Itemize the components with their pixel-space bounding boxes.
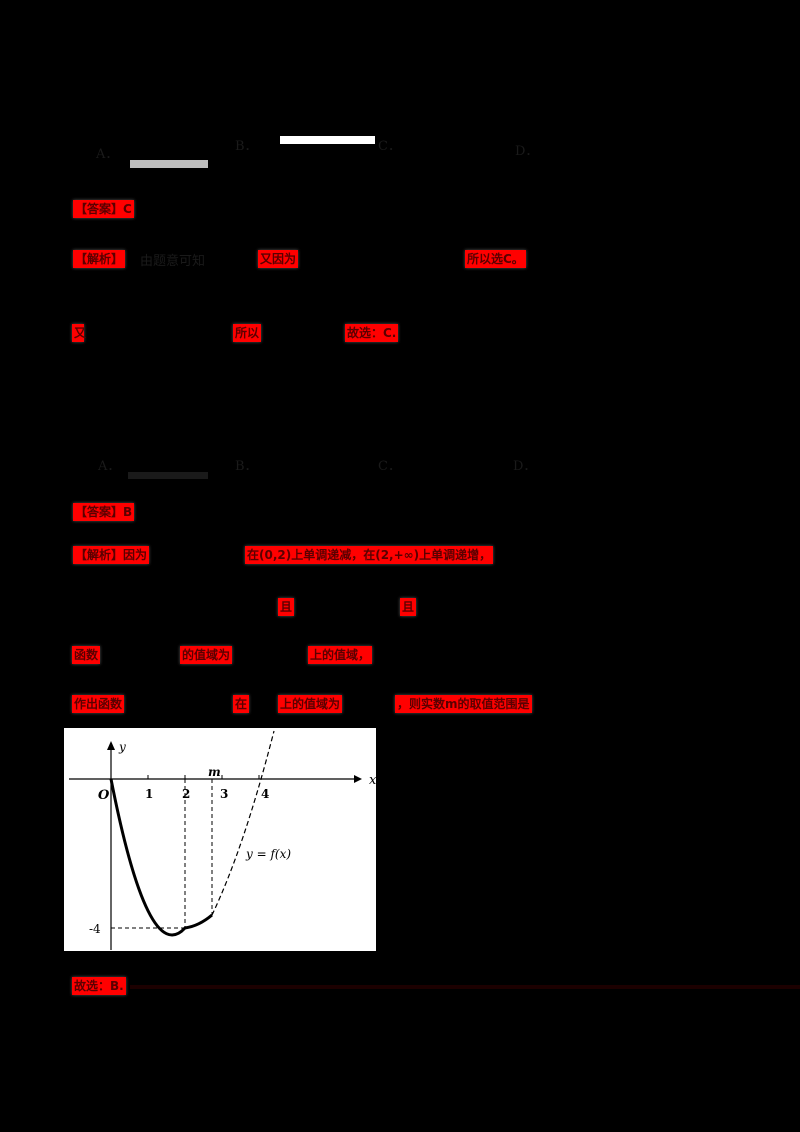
x-label: x xyxy=(369,773,376,788)
line4-mid2: 上的值域为 xyxy=(280,697,341,711)
end: 故选：C. xyxy=(347,326,397,340)
analysis-2-line3-mid: 的值域为 xyxy=(180,646,233,664)
analysis-1-text-3: 所以选C。 xyxy=(465,250,526,268)
line2-b: 且 xyxy=(402,600,415,614)
y-label: y xyxy=(118,740,126,754)
analysis-1-line2-prefix: 又 xyxy=(72,324,87,342)
analysis-2-line3-end: 上的值域， xyxy=(308,646,373,664)
option-a-2-label: A． xyxy=(98,459,121,474)
answer-label-2: 【答案】B xyxy=(73,503,135,521)
analysis-1-formula-a: 由题意可知 xyxy=(140,250,205,269)
option-c: C． xyxy=(378,135,401,154)
line4-end: ，则实数m的取值范围是 xyxy=(397,697,530,711)
analysis-tag-2: 【解析】 xyxy=(75,548,124,562)
curve-label: y = f(x) xyxy=(245,847,291,861)
option-b-2-label: B． xyxy=(235,459,258,474)
line3-prefix: 函数 xyxy=(74,648,99,662)
answer-value-2: B xyxy=(123,505,133,519)
y-tick-neg4: -4 xyxy=(89,922,101,936)
option-a-2: A． xyxy=(98,455,120,474)
final-answer-text: 故选：B. xyxy=(74,979,124,993)
line4-prefix: 作出函数 xyxy=(74,697,123,711)
tick-2: 2 xyxy=(182,787,190,801)
analysis-2-line3-prefix: 函数 xyxy=(72,646,101,664)
tick-3: 3 xyxy=(220,787,228,801)
curve-solid xyxy=(109,778,213,937)
tick-1: 1 xyxy=(145,787,153,801)
analysis-2-line4-prefix: 作出函数 xyxy=(72,695,125,713)
analysis-2-line4-mid2: 上的值域为 xyxy=(278,695,343,713)
m-label: m xyxy=(208,765,221,779)
analysis-1-text: 由题意可知 xyxy=(140,254,206,269)
analysis-2-text-1: 因为 xyxy=(123,548,148,562)
analysis-1-text-2: 又因为 xyxy=(258,250,299,268)
option-d: D． xyxy=(515,140,538,159)
line4-mid1: 在 xyxy=(235,697,248,711)
option-d-2: D． xyxy=(513,455,536,474)
y-axis-arrow-icon xyxy=(107,741,115,750)
option-d-label: D． xyxy=(515,144,539,159)
analysis-label-1: 【解析】 xyxy=(73,250,126,268)
answer-label-1: 【答案】C xyxy=(73,200,134,218)
analysis-2-text-2: 在(0,2)上单调递减，在(2,+∞)上单调递增， xyxy=(245,546,494,564)
function-graph: x y O 1 2 3 4 m -4 y = f(x) xyxy=(64,728,377,951)
option-c-2: C． xyxy=(378,455,401,474)
answer-value: C xyxy=(123,202,132,216)
answer-tag: 【答案】 xyxy=(75,202,124,216)
analysis-2-line2-b: 且 xyxy=(400,598,417,616)
graph-svg: x y O 1 2 3 4 m -4 y = f(x) xyxy=(69,730,377,950)
curve-dashed xyxy=(211,730,275,916)
fraction-bar xyxy=(280,136,375,144)
analysis-1-line2-mid: 所以 xyxy=(233,324,262,342)
analysis-2-text-2-value: 在(0,2)上单调递减，在(2,+∞)上单调递增， xyxy=(247,548,492,562)
analysis-2-line4-end: ，则实数m的取值范围是 xyxy=(395,695,532,713)
analysis-1-text-2-value: 又因为 xyxy=(260,252,297,266)
option-b: B． xyxy=(235,135,258,154)
option-c-label: C． xyxy=(378,139,401,154)
mid: 所以 xyxy=(235,326,260,340)
option-a-label: A． xyxy=(96,147,119,162)
origin-label: O xyxy=(98,788,110,803)
analysis-tag: 【解析】 xyxy=(75,252,124,266)
option-b-label: B． xyxy=(235,139,258,154)
tick-4: 4 xyxy=(261,787,269,801)
analysis-1-line2-end: 故选：C. xyxy=(345,324,399,342)
analysis-2-line4-mid1: 在 xyxy=(233,695,250,713)
line2-a: 且 xyxy=(280,600,293,614)
option-b-2: B． xyxy=(235,455,258,474)
x-axis-arrow-icon xyxy=(354,775,362,783)
answer-tag-2: 【答案】 xyxy=(75,505,124,519)
answer-blank-2 xyxy=(128,472,208,479)
prefix: 又 xyxy=(74,326,87,340)
analysis-label-2: 【解析】因为 xyxy=(73,546,150,564)
line3-mid: 的值域为 xyxy=(182,648,231,662)
analysis-1-text-3-value: 所以选C。 xyxy=(467,252,524,266)
answer-blank xyxy=(130,160,208,168)
divider-line xyxy=(130,985,800,989)
final-answer: 故选：B. xyxy=(72,977,126,995)
option-d-2-label: D． xyxy=(513,459,537,474)
line3-end: 上的值域， xyxy=(310,648,371,662)
analysis-2-line2-a: 且 xyxy=(278,598,295,616)
option-c-2-label: C． xyxy=(378,459,401,474)
option-a: A． xyxy=(96,143,118,162)
